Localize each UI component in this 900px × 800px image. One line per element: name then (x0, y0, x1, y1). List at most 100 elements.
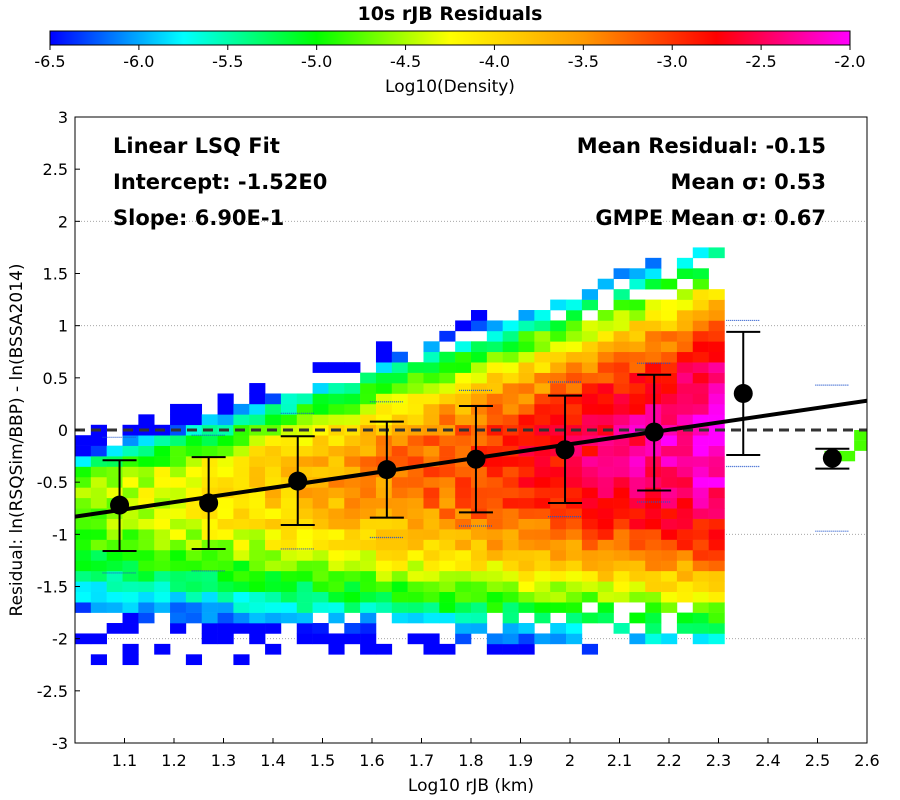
density-bin (233, 581, 250, 593)
density-bin (708, 529, 725, 540)
density-bin (708, 549, 725, 561)
density-bin (439, 570, 456, 582)
density-bin (645, 497, 662, 509)
density-bin (471, 508, 488, 519)
density-bin (676, 257, 694, 269)
density-bin (566, 581, 583, 593)
density-bin (122, 654, 139, 666)
density-bin (455, 549, 472, 561)
density-bin (645, 320, 662, 332)
density-bin (233, 549, 250, 561)
density-bin (692, 268, 709, 280)
y-tick-label: 2 (58, 212, 68, 231)
density-bin (344, 362, 361, 373)
density-bin (265, 643, 282, 655)
density-bin (407, 435, 424, 446)
density-bin (518, 310, 535, 321)
density-bin (360, 476, 377, 488)
density-bin (534, 393, 551, 405)
density-bin (676, 435, 694, 446)
density-bin (613, 435, 630, 446)
density-bin (629, 435, 646, 446)
density-bin (439, 403, 456, 415)
density-bin (597, 330, 614, 342)
density-bin (692, 320, 709, 332)
density-bin (280, 570, 298, 582)
density-bin (597, 393, 614, 405)
density-bin (423, 539, 440, 551)
density-bin (360, 539, 377, 551)
density-bin (502, 591, 519, 603)
density-bin (375, 539, 393, 551)
density-bin (455, 372, 472, 384)
density-bin (249, 508, 266, 519)
density-bin (296, 581, 313, 593)
density-bin (566, 539, 583, 551)
density-bin (708, 476, 725, 488)
density-bin (185, 560, 203, 572)
density-bin (534, 549, 551, 561)
density-bin (360, 549, 377, 561)
density-bin (328, 435, 345, 446)
density-bin (312, 560, 329, 572)
density-bin (566, 487, 583, 499)
density-bin (296, 529, 313, 540)
density-bin (106, 456, 123, 467)
density-bin (328, 612, 345, 624)
density-bin (154, 456, 171, 467)
density-bin (486, 539, 503, 551)
density-bin (439, 414, 456, 426)
density-bin (391, 612, 408, 624)
density-bin (692, 518, 709, 530)
density-bin (502, 341, 519, 353)
density-bin (170, 549, 187, 561)
density-bin (344, 445, 361, 457)
density-bin (265, 549, 282, 561)
density-bin (122, 518, 139, 530)
density-bin (566, 476, 583, 488)
density-bin (407, 591, 424, 603)
density-bin (249, 414, 266, 426)
density-bin (518, 320, 535, 332)
density-bin (201, 623, 218, 634)
density-bin (597, 372, 614, 384)
density-bin (90, 581, 107, 593)
density-bin (613, 341, 630, 353)
density-bin (201, 591, 218, 603)
density-bin (692, 612, 709, 624)
density-bin (676, 539, 694, 551)
density-bin (75, 518, 92, 530)
y-tick-label: 0.5 (43, 369, 68, 388)
density-bin (391, 549, 408, 561)
density-bin (692, 591, 709, 603)
density-bin (471, 539, 488, 551)
density-bin (661, 591, 678, 603)
density-bin (486, 341, 503, 353)
density-bin (676, 268, 694, 280)
density-bin (708, 362, 725, 373)
density-bin (344, 633, 361, 645)
density-bin (439, 330, 456, 342)
density-bin (360, 393, 377, 405)
density-bin (645, 602, 662, 613)
density-bin (439, 581, 456, 593)
density-bin (581, 445, 599, 457)
density-bin (692, 581, 709, 593)
density-bin (613, 560, 630, 572)
density-bin (613, 383, 630, 394)
density-bin (312, 602, 329, 613)
density-bin (122, 435, 139, 446)
density-bin (629, 539, 646, 551)
density-bin (455, 466, 472, 478)
density-bin (597, 278, 614, 290)
density-bin (518, 414, 535, 426)
density-bin (550, 414, 567, 426)
density-bin (312, 508, 329, 519)
density-bin (676, 497, 694, 509)
density-bin (344, 487, 361, 499)
density-bin (455, 539, 472, 551)
density-bin (534, 497, 551, 509)
density-bin (661, 456, 678, 467)
density-bin (280, 539, 298, 551)
density-bin (280, 529, 298, 540)
